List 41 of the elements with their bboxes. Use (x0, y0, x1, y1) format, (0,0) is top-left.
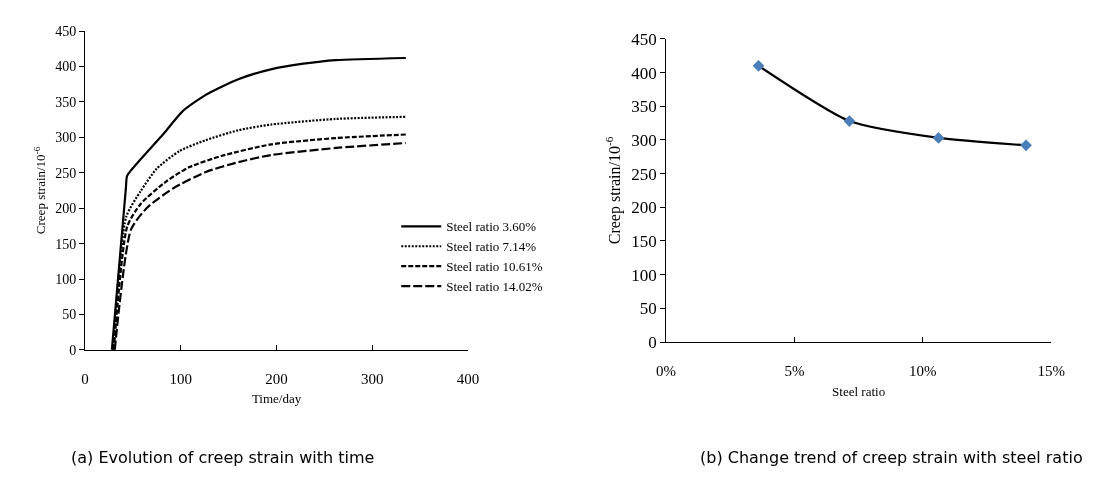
y-tick-label: 400 (631, 63, 657, 83)
x-tick-label: 10% (909, 363, 937, 380)
x-tick-label: 0% (656, 363, 677, 380)
y-tick-label: 350 (631, 97, 657, 117)
x-axis-title: Steel ratio (832, 383, 886, 399)
point (1020, 139, 1032, 152)
x-axis-title: Time/day (251, 391, 302, 407)
y-tick-label: 250 (55, 165, 77, 181)
point (932, 132, 945, 144)
y-tick-label: 350 (55, 94, 77, 110)
x-tick-label: 300 (361, 370, 384, 387)
y-tick-label: 450 (55, 23, 77, 39)
y-tick-label: 0 (69, 342, 77, 358)
y-tick-label: 250 (631, 164, 657, 184)
text: (b) Change trend of creep strain with steel ratio (700, 448, 1083, 467)
point (843, 115, 856, 127)
x-tick-label: 15% (1037, 363, 1065, 380)
x-tick-label: 400 (456, 370, 480, 387)
point (752, 60, 765, 72)
y-tick-label: 150 (55, 236, 77, 252)
y-tick-label: 0 (648, 332, 657, 352)
x-tick-label: 200 (265, 370, 288, 387)
y-tick-label: 100 (631, 265, 657, 285)
legend-label: Steel ratio 7.14% (446, 239, 537, 255)
y-tick-label: 50 (62, 307, 77, 323)
y-tick-label: 50 (639, 299, 657, 319)
y-tick-label: 150 (631, 231, 657, 251)
y-tick-label: 400 (55, 59, 77, 75)
x-tick-label: 5% (784, 363, 805, 380)
y-tick-label: 450 (631, 29, 657, 49)
legend-label: Steel ratio 3.60% (446, 219, 537, 235)
x-tick-label: 0 (81, 370, 89, 387)
legend-label: Steel ratio 14.02% (446, 279, 543, 295)
legend-label: Steel ratio 10.61% (446, 259, 543, 275)
y-tick-label: 200 (55, 201, 77, 217)
y-tick-label: 300 (631, 130, 657, 150)
y-tick-label: 300 (55, 130, 77, 146)
y-tick-label: 200 (631, 198, 657, 218)
y-tick-label: 100 (55, 271, 77, 287)
x-tick-label: 100 (169, 370, 193, 387)
text: (a) Evolution of creep strain with time (71, 448, 375, 467)
